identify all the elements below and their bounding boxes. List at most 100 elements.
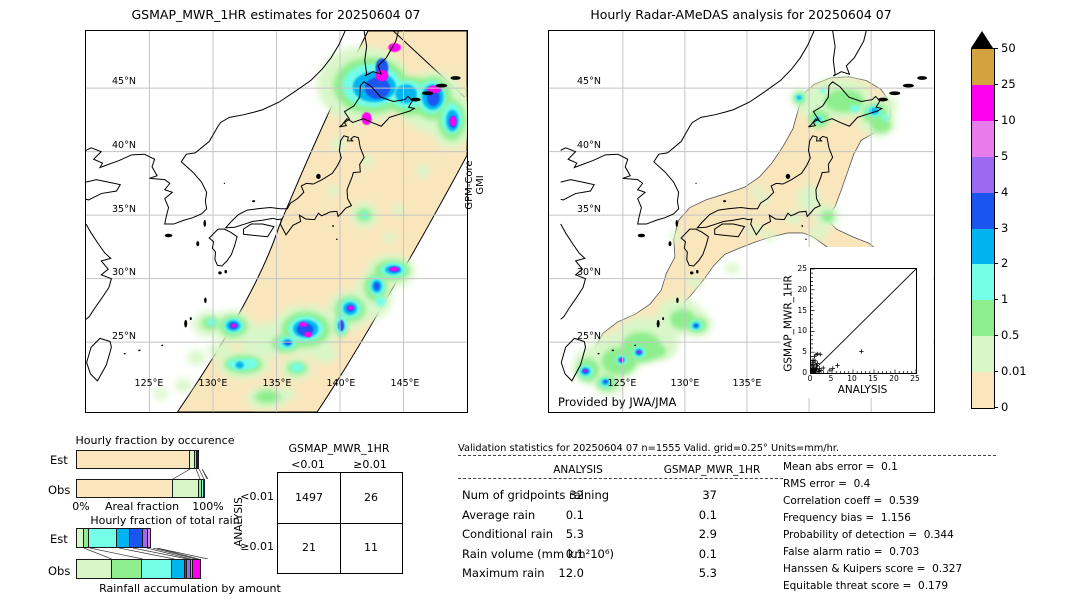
precip-cell-cyan (819, 88, 826, 94)
colorbar-band (972, 192, 994, 229)
lon-label-left: 145°E (390, 378, 420, 389)
colorbar-tick-label: 50 (1001, 41, 1016, 55)
precip-cell-magenta (304, 331, 313, 338)
totalrain-chart-title: Hourly fraction of total rain (90, 514, 240, 527)
precip-cell-palegreen (750, 185, 764, 197)
contingency-cell-hits-none: 1497 (278, 473, 341, 524)
inset-xlabel: ANALYSIS (837, 384, 888, 396)
lat-label-left: 30°N (112, 267, 136, 278)
precip-cell-blue (603, 379, 608, 384)
occurrence-connectors (172, 469, 209, 479)
colorbar-tick-label: 5 (1001, 148, 1009, 163)
precip-cell-cyan (206, 318, 217, 327)
precip-cell-blue (374, 282, 380, 291)
precip-cell-cyan (881, 113, 889, 121)
gsmap-map-svg (86, 31, 467, 412)
precip-cell-palegreen (416, 163, 429, 179)
precip-cell-palegreen (187, 349, 206, 366)
precip-cell-cyan (290, 363, 304, 372)
colorbar-tick (994, 155, 998, 157)
validation-row-label: Maximum rain (462, 566, 545, 580)
lat-label-left: 40°N (112, 140, 136, 151)
scatter-inset: GSMAP_MWR_1HR 0 0 5 5 10 10 15 15 20 20 25 25 ANALY… (781, 247, 933, 398)
precip-cell-cyan (850, 104, 860, 113)
lon-label-right: 125°E (607, 378, 637, 389)
colorbar-tick-label: 0.01 (1001, 364, 1027, 379)
colorbar-tick-label: 4 (1001, 184, 1009, 199)
precip-cell-palegreen (786, 211, 802, 225)
validation-title: Validation statistics for 20250604 07 n=… (458, 443, 840, 454)
colorbar-band (972, 300, 994, 337)
lat-label-right: 45°N (577, 76, 601, 87)
colorbar-tick-label: 3 (1001, 220, 1009, 235)
bar-segment-cyan (140, 559, 173, 579)
lon-label-right: 130°E (670, 378, 700, 389)
validation-score: Correlation coeff = 0.539 (783, 495, 919, 507)
inset-xtick: 5 (828, 374, 834, 383)
inset-xtick: 15 (868, 374, 878, 383)
totalrain-est-bar (76, 528, 151, 548)
contingency-row1-label: <0.01 (240, 490, 274, 503)
colorbar-tick-label: 1 (1001, 292, 1009, 307)
totalrain-obs-label: Obs (48, 564, 71, 578)
precip-cell-cyan (375, 296, 386, 307)
validation-row-label: Rain volume (mm km²10⁶) (462, 546, 614, 561)
colorbar-tick (994, 48, 998, 49)
validation-score: Frequency bias = 1.156 (783, 512, 911, 524)
precip-cell-palegreen (312, 344, 338, 363)
colorbar-tick (994, 335, 998, 337)
precip-cell-palegreen (275, 387, 296, 401)
precip-cell-palegreen (763, 230, 776, 241)
validation-score: Mean abs error = 0.1 (783, 461, 898, 473)
precip-cell-palegreen (809, 226, 827, 240)
precip-cell-palegreen (174, 378, 193, 392)
colorbar-tick (994, 83, 998, 85)
gridlines-right (549, 31, 934, 412)
precip-cell-green (254, 390, 281, 404)
contingency-col1-label: <0.01 (291, 458, 325, 471)
inset-ytick: 10 (797, 326, 807, 336)
lon-label-left: 135°E (262, 378, 292, 389)
validation-header-rule (458, 478, 783, 479)
contingency-title: GSMAP_MWR_1HR (288, 442, 390, 455)
precip-cell-magenta (583, 369, 587, 372)
validation-analysis-value: 0.1 (565, 507, 584, 522)
inset-xtick: 20 (889, 374, 899, 383)
contingency-cell-hits: 11 (364, 541, 378, 554)
colorbar-band (972, 264, 994, 301)
precip-cell-cyan (247, 358, 257, 367)
validation-score: Probability of detection = 0.344 (783, 529, 954, 541)
colorbar-tick (994, 371, 998, 373)
lon-label-left: 125°E (134, 378, 164, 389)
lat-label-left: 25°N (112, 331, 136, 342)
lat-label-right: 40°N (577, 140, 601, 151)
precip-cell-palegreen (331, 137, 347, 151)
colorbar-tick (994, 227, 998, 229)
precip-cell-magenta (299, 321, 307, 327)
colorbar-tick-label: 10 (1001, 112, 1016, 127)
lat-label-right: 30°N (577, 267, 601, 278)
precip-cell-magenta (426, 85, 441, 94)
inset-axes (810, 268, 917, 374)
validation-gsmap-value: 5.3 (698, 566, 717, 580)
precip-cell-palegreen (669, 231, 683, 242)
inset-xtick: 25 (910, 374, 920, 383)
validation-col-analysis: ANALYSIS (553, 464, 603, 476)
radar-coverage (595, 77, 891, 355)
precip-cell-palegreen (392, 204, 405, 216)
bar-segment-magenta (191, 559, 201, 579)
precip-cell-magenta (389, 267, 399, 272)
precip-cell-blue (284, 340, 292, 346)
colorbar-overflow-triangle (971, 31, 993, 48)
colorbar-tick (994, 407, 998, 408)
bar-segment-wheat (76, 450, 191, 469)
contingency-row2-label: ≥0.01 (240, 540, 274, 553)
lat-label-right: 35°N (577, 204, 601, 215)
totalrain-obs-bar (76, 559, 201, 579)
precip-cell-palegreen (687, 276, 703, 289)
colorbar-band (972, 372, 994, 409)
bar-segment-wheat (76, 479, 174, 498)
colorbar-band (972, 228, 994, 265)
colorbar-band (972, 49, 994, 85)
precip-cell-magenta (637, 350, 641, 354)
